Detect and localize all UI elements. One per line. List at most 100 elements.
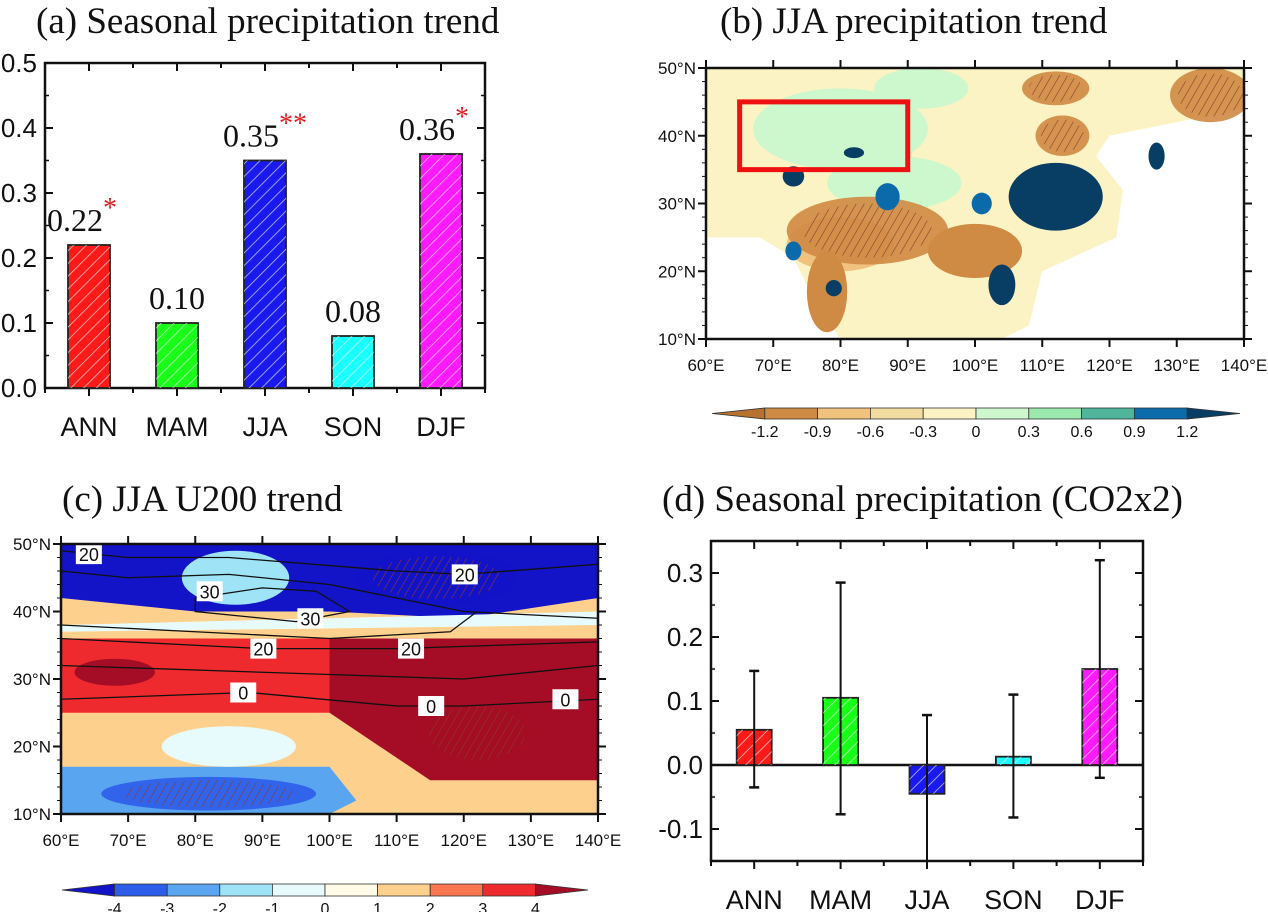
colorbar-swatch <box>869 407 924 420</box>
colorbar-label: -3 <box>160 901 174 912</box>
panel-a-title: (a) Seasonal precipitation trend <box>36 1 500 42</box>
colorbar-label: 1.2 <box>1176 424 1198 441</box>
colorbar-label: 0.3 <box>1018 424 1040 441</box>
bar-hatch-djf <box>420 154 462 388</box>
colorbar-label: 0.6 <box>1070 424 1092 441</box>
x-tick-label: SON <box>984 885 1043 912</box>
contour-label-box <box>196 581 223 602</box>
x-tick-label: SON <box>324 412 383 442</box>
colorbar-arrow-right <box>535 883 589 897</box>
colorbar-label: -0.3 <box>909 424 937 441</box>
colorbar-swatch <box>377 883 431 897</box>
lat-tick-label: 20°N <box>13 738 51 757</box>
lon-tick-label: 100°E <box>306 831 353 850</box>
colorbar-swatch <box>166 883 221 897</box>
contour-line <box>61 570 598 619</box>
contour-label-box <box>451 564 478 585</box>
significance-hatching <box>1028 74 1083 102</box>
y-tick-label: 0.1 <box>1 308 37 338</box>
significance-marker: ** <box>279 109 307 140</box>
contour-label: 0 <box>426 697 436 717</box>
colorbar-label: -0.6 <box>857 424 885 441</box>
colorbar-label: -2 <box>213 901 227 912</box>
field-blob <box>843 147 865 159</box>
x-tick-label: ANN <box>60 412 117 442</box>
colorbar-swatch <box>764 407 819 420</box>
x-tick-label: JJA <box>242 412 287 442</box>
colorbar-label: -0.9 <box>804 424 832 441</box>
colorbar-label: -1.2 <box>751 424 779 441</box>
contour-label-box <box>398 638 425 659</box>
lat-tick-label: 40°N <box>13 603 51 622</box>
colorbar-label: 3 <box>478 901 487 912</box>
lat-tick-label: 10°N <box>658 330 696 349</box>
y-tick-label: 0.3 <box>1 178 37 208</box>
lon-tick-label: 110°E <box>374 831 419 850</box>
contour-label: 20 <box>253 640 273 660</box>
colorbar-label: 0 <box>321 901 330 912</box>
lon-tick-label: 130°E <box>508 831 555 850</box>
colorbar-label: 0 <box>972 424 981 441</box>
panel-b: (b) JJA precipitation trend 60°E 70°E 80°E… <box>634 0 1268 456</box>
contour-label: 30 <box>300 609 320 629</box>
x-tick-label: DJF <box>1075 885 1125 912</box>
colorbar-arrow-left <box>61 883 115 897</box>
y-tick-label: -0.1 <box>658 814 703 844</box>
colorbar-label: -4 <box>107 901 121 912</box>
contour-line <box>61 637 598 650</box>
colorbar-swatch <box>482 883 536 897</box>
colorbar-swatch <box>817 407 871 420</box>
contour-label: 0 <box>560 690 570 710</box>
lon-tick-label: 80°E <box>822 356 859 375</box>
contour-label-box <box>250 638 277 659</box>
map-field <box>706 68 1244 339</box>
field-blob <box>971 192 992 215</box>
significance-hatching <box>122 780 295 808</box>
field-blob <box>927 223 1023 279</box>
bar-hatch-jja <box>244 160 286 388</box>
contour-line <box>61 550 598 576</box>
significance-hatching <box>428 706 526 760</box>
field-blob <box>825 280 842 297</box>
field-blob <box>74 658 155 686</box>
colorbar-label: 0.9 <box>1123 424 1145 441</box>
contour-line <box>61 691 598 707</box>
field-blob <box>988 264 1016 306</box>
colorbar-swatch <box>429 883 484 897</box>
field-blob <box>1148 142 1165 170</box>
field-region <box>61 611 598 632</box>
green-region-tarim <box>753 88 928 170</box>
panel-c: (c) JJA U200 trend 20 20 30 30 20 20 0 0 0 60°E 70… <box>0 456 634 912</box>
x-tick-label: MAM <box>146 412 209 442</box>
y-tick-label: 0.2 <box>667 622 703 652</box>
contour-label-box <box>552 689 579 710</box>
colorbar-label: 4 <box>531 901 540 912</box>
colorbar-arrow-left <box>711 407 766 420</box>
lon-tick-label: 120°E <box>1086 356 1133 375</box>
significance-marker: * <box>103 193 117 224</box>
contour-label: 20 <box>79 545 99 565</box>
colorbar-label: 2 <box>426 901 435 912</box>
significance-hatching <box>1040 119 1084 153</box>
lon-tick-label: 60°E <box>687 356 724 375</box>
contour-label-box <box>418 696 445 716</box>
lon-tick-label: 90°E <box>244 831 281 850</box>
lon-tick-label: 60°E <box>42 831 79 850</box>
contour-label: 0 <box>238 684 248 704</box>
y-tick-label: 0.2 <box>1 243 37 273</box>
panel-a-chart: 0.0 0.1 0.2 0.3 0.4 0.5 ANN 0.22* MAM 0.10 JJA 0.35… <box>1 48 487 442</box>
lon-tick-label: 70°E <box>755 356 792 375</box>
x-tick-label: DJF <box>416 412 466 442</box>
panel-d-title: (d) Seasonal precipitation (CO2x2) <box>662 479 1183 520</box>
lat-tick-label: 10°N <box>13 805 51 824</box>
significance-marker: * <box>455 102 469 133</box>
lon-tick-label: 120°E <box>440 831 487 850</box>
contour-line <box>61 610 478 640</box>
colorbar-swatch <box>1028 407 1082 420</box>
panel-d-chart: -0.1 0.0 0.1 0.2 0.3 ANN MAM JJA SON DJF <box>658 539 1145 912</box>
bar-hatch-ann <box>68 245 110 388</box>
y-tick-label: 0.0 <box>1 373 37 403</box>
colorbar-label: 1 <box>373 901 382 912</box>
y-tick-label: 0.0 <box>667 750 703 780</box>
